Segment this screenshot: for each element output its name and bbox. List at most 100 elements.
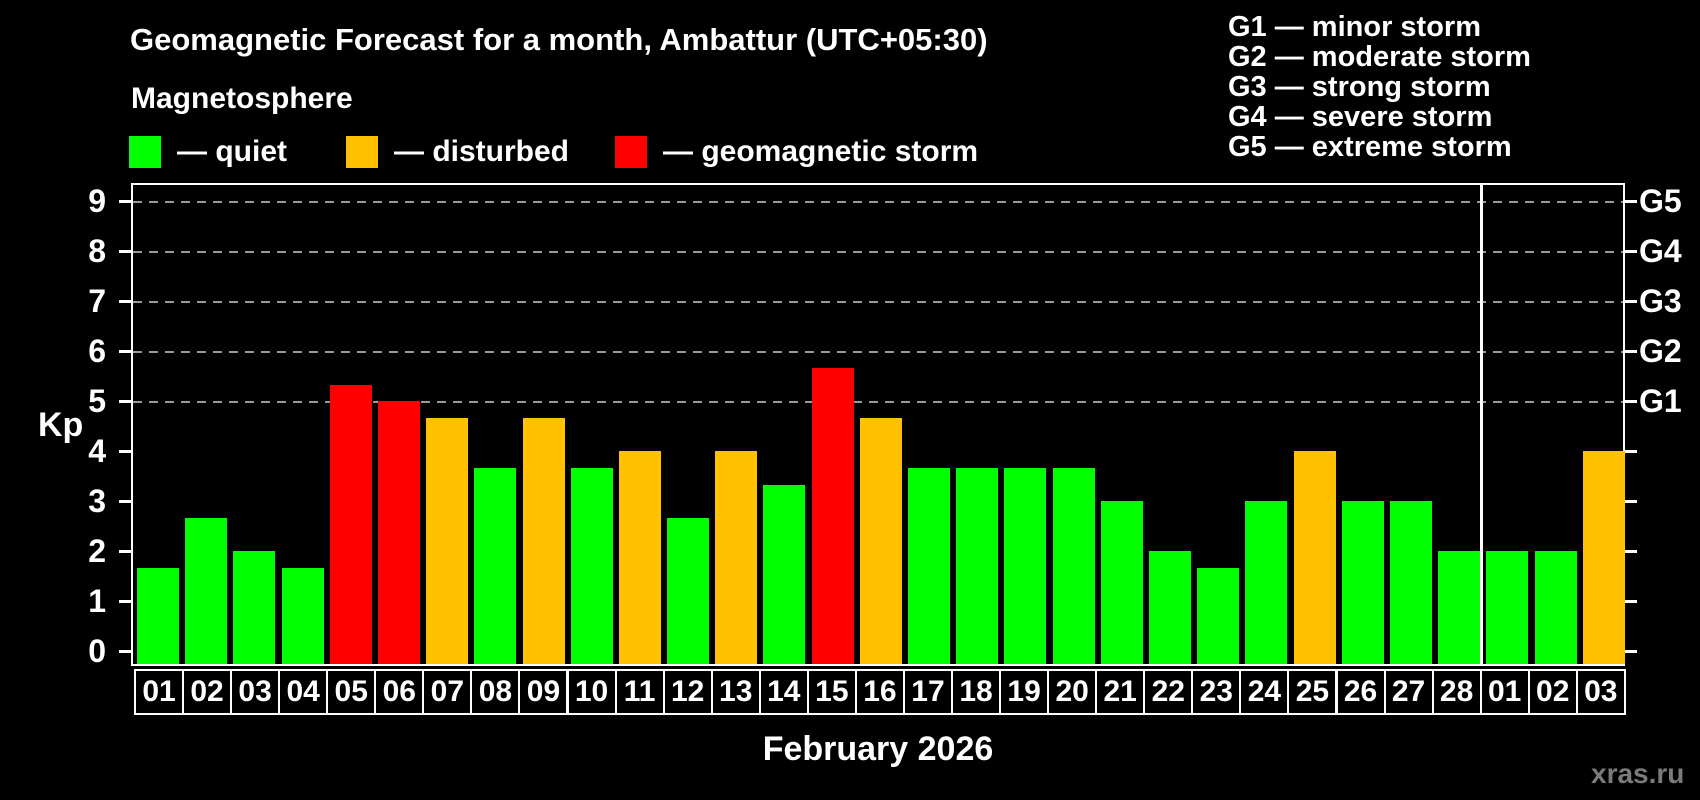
- right-axis-label-g3: G3: [1639, 283, 1682, 319]
- day-label-16: 16: [854, 669, 905, 715]
- kp-bar-day-15: [811, 367, 854, 664]
- legend-item-storm: — geomagnetic storm: [615, 135, 978, 169]
- legend-label-disturbed: — disturbed: [394, 135, 570, 168]
- kp-bar-day-02: [185, 517, 228, 664]
- chart-title: Geomagnetic Forecast for a month, Ambatt…: [130, 22, 988, 57]
- day-label-14: 14: [758, 669, 809, 715]
- kp-bar-day-18: [956, 467, 999, 664]
- left-tick-kp4: [119, 450, 131, 453]
- y-axis-label-8: 8: [88, 233, 106, 269]
- day-label-18: 18: [951, 669, 1002, 715]
- g-scale-legend-line: G3 — strong storm: [1228, 71, 1491, 103]
- y-axis-label-3: 3: [88, 483, 106, 519]
- kp-bar-day-20: [1052, 467, 1095, 664]
- day-label-07: 07: [422, 669, 473, 715]
- day-label-12: 12: [662, 669, 713, 715]
- day-label-26: 26: [1335, 669, 1386, 715]
- y-axis-title: Kp: [38, 406, 84, 444]
- storm-color-swatch: [615, 136, 647, 168]
- day-label-19: 19: [999, 669, 1050, 715]
- kp-bar-day-23: [1197, 567, 1240, 664]
- kp-bar-day-19: [1004, 467, 1047, 664]
- kp-bar-day-22: [1148, 551, 1191, 664]
- kp-bar-day-16: [859, 417, 902, 664]
- g-scale-legend-line: G4 — severe storm: [1228, 101, 1493, 133]
- g-scale-legend-line: G1 — minor storm: [1228, 11, 1481, 43]
- left-tick-kp2: [119, 550, 131, 553]
- kp-bar-day-01-next-month: [1486, 551, 1529, 664]
- left-tick-kp9: [119, 200, 131, 203]
- day-label-13: 13: [710, 669, 761, 715]
- x-axis-month-label: February 2026: [762, 730, 994, 768]
- kp-bar-day-21: [1100, 501, 1143, 664]
- right-tick-kp1: [1625, 600, 1637, 603]
- legend-label-quiet: — quiet: [177, 135, 287, 168]
- kp-bar-day-01: [137, 567, 179, 664]
- chart-subtitle: Magnetosphere: [131, 82, 353, 115]
- day-label-03: 03: [230, 669, 281, 715]
- kp-bar-day-10: [570, 467, 613, 664]
- y-axis-label-1: 1: [88, 583, 106, 619]
- day-label-06: 06: [374, 669, 425, 715]
- kp-bar-day-06: [377, 401, 420, 664]
- kp-bar-day-05: [329, 384, 372, 664]
- right-tick-kp4: [1625, 450, 1637, 453]
- right-tick-kp6: [1625, 350, 1637, 353]
- day-label-05: 05: [326, 669, 377, 715]
- y-axis-label-0: 0: [88, 633, 106, 669]
- y-axis-label-4: 4: [88, 433, 106, 469]
- disturbed-color-swatch: [346, 136, 378, 168]
- watermark-link[interactable]: xras.ru: [1591, 758, 1685, 789]
- kp-bar-day-12: [667, 517, 710, 664]
- day-label-01-next-month: 01: [1479, 669, 1530, 715]
- plot-area: [131, 183, 1625, 666]
- legend-label-storm: — geomagnetic storm: [663, 135, 979, 168]
- kp-bar-day-04: [281, 567, 324, 664]
- month-separator-line: [1480, 185, 1484, 664]
- g-scale-legend: G1 — minor storm G2 — moderate storm G3 — …: [1228, 12, 1531, 162]
- kp-bar-day-03-next-month: [1582, 451, 1625, 664]
- day-label-23: 23: [1191, 669, 1242, 715]
- gridline-kp7: [133, 301, 1623, 303]
- kp-bar-day-02-next-month: [1534, 551, 1577, 664]
- day-label-04: 04: [278, 669, 329, 715]
- gridline-kp6: [133, 351, 1623, 353]
- kp-bar-day-03: [233, 551, 276, 664]
- kp-bar-day-11: [618, 451, 661, 664]
- left-tick-kp1: [119, 600, 131, 603]
- y-axis-label-9: 9: [88, 183, 106, 219]
- day-label-11: 11: [614, 669, 665, 715]
- day-label-20: 20: [1047, 669, 1098, 715]
- day-label-22: 22: [1143, 669, 1194, 715]
- left-tick-kp0: [119, 650, 131, 653]
- kp-bar-day-26: [1341, 501, 1384, 664]
- kp-bar-day-25: [1293, 451, 1336, 664]
- gridline-kp9: [133, 201, 1623, 203]
- g-scale-legend-line: G2 — moderate storm: [1228, 41, 1531, 73]
- right-axis-label-g4: G4: [1639, 233, 1682, 269]
- day-label-02-next-month: 02: [1527, 669, 1578, 715]
- y-axis-label-6: 6: [88, 333, 106, 369]
- day-label-03-next-month: 03: [1575, 669, 1626, 715]
- day-label-09: 09: [518, 669, 569, 715]
- g-scale-legend-line: G5 — extreme storm: [1228, 131, 1512, 163]
- legend-item-disturbed: — disturbed: [346, 135, 569, 169]
- left-tick-kp6: [119, 350, 131, 353]
- left-tick-kp5: [119, 400, 131, 403]
- right-tick-kp5: [1625, 400, 1637, 403]
- right-axis-label-g2: G2: [1639, 333, 1682, 369]
- kp-bar-day-07: [426, 417, 469, 664]
- day-label-15: 15: [806, 669, 857, 715]
- kp-bar-day-24: [1245, 501, 1288, 664]
- right-tick-kp0: [1625, 650, 1637, 653]
- right-tick-kp2: [1625, 550, 1637, 553]
- left-tick-kp7: [119, 300, 131, 303]
- kp-bar-day-14: [763, 484, 806, 664]
- day-label-01: 01: [134, 669, 184, 715]
- right-tick-kp7: [1625, 300, 1637, 303]
- day-label-02: 02: [182, 669, 233, 715]
- kp-bar-day-28: [1438, 551, 1481, 664]
- kp-bar-day-08: [474, 467, 517, 664]
- day-label-08: 08: [470, 669, 521, 715]
